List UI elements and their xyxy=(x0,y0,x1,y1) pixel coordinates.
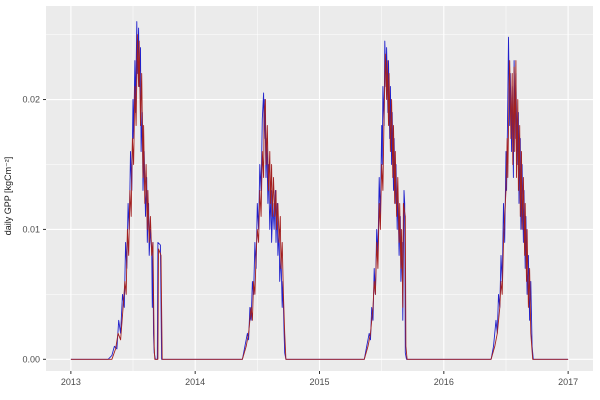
y-tick-label: 0.01 xyxy=(22,224,40,234)
x-tick-label: 2013 xyxy=(61,377,81,387)
x-tick-label: 2015 xyxy=(309,377,329,387)
y-tick-label: 0.00 xyxy=(22,354,40,364)
y-axis-title: daily GPP [kgCm⁻²] xyxy=(3,157,13,236)
x-tick-label: 2017 xyxy=(558,377,578,387)
chart-layers: 2013 2014 2015 2016 2017 0.00 0.01 0.02 xyxy=(22,6,593,387)
series-line-darkred xyxy=(70,34,569,360)
y-tick-label: 0.02 xyxy=(22,95,40,105)
x-tick-label: 2016 xyxy=(434,377,454,387)
x-tick-label: 2014 xyxy=(185,377,205,387)
